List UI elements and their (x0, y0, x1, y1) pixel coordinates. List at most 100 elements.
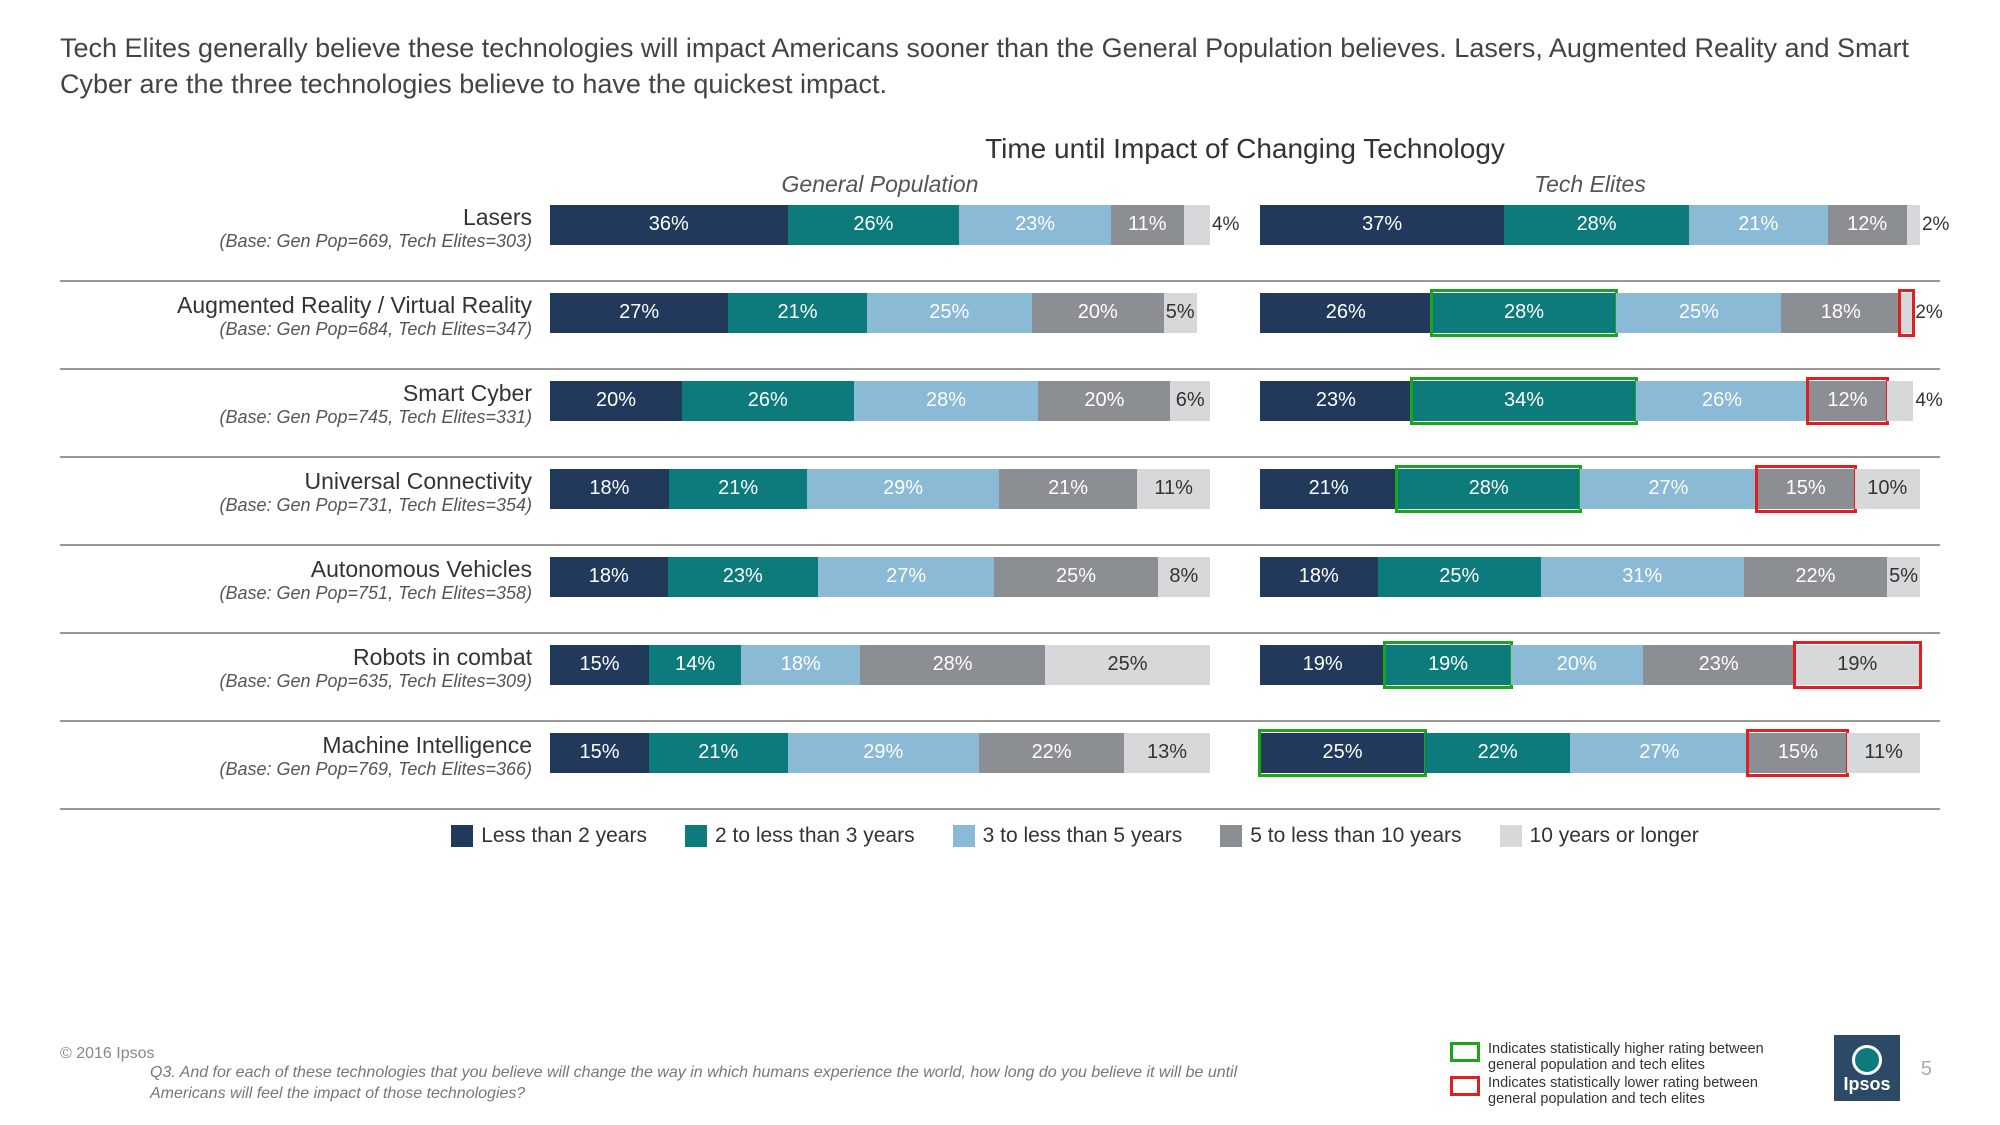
legend-swatch (953, 825, 975, 847)
legend: Less than 2 years2 to less than 3 years3… (210, 824, 1940, 848)
legend-swatch (685, 825, 707, 847)
bar-segment: 21% (999, 469, 1138, 509)
bar-segment: 25% (1616, 293, 1781, 333)
bar-segment: 19% (1260, 645, 1385, 685)
copyright-text: © 2016 Ipsos (60, 1045, 155, 1062)
chart-title: Time until Impact of Changing Technology (550, 133, 1940, 165)
bar-segment: 18% (550, 469, 669, 509)
bar-segment: 8% (1158, 557, 1210, 597)
legend-item: 3 to less than 5 years (953, 824, 1183, 848)
bar-segment: 25% (1045, 645, 1210, 685)
bar-segment: 23% (1260, 381, 1412, 421)
bar-segment: 18% (741, 645, 860, 685)
bar-segment: 37% (1260, 205, 1504, 245)
ipsos-logo: Ipsos (1834, 1035, 1900, 1101)
lower-indicator-text: Indicates statistically lower rating bet… (1488, 1075, 1810, 1107)
chart-row: Autonomous Vehicles(Base: Gen Pop=751, T… (60, 546, 1940, 634)
bar-segment: 22% (1744, 557, 1888, 597)
bar-segment: 2% (1907, 205, 1920, 245)
column-header-general-population: General Population (550, 171, 1210, 198)
general-population-bar: 20%26%28%20%6% (550, 378, 1210, 422)
chart-row: Robots in combat(Base: Gen Pop=635, Tech… (60, 634, 1940, 722)
general-population-bar: 36%26%23%11%4% (550, 202, 1210, 246)
bar-segment: 20% (1032, 293, 1164, 333)
bar-segment: 12% (1828, 205, 1907, 245)
bar-segment: 36% (550, 205, 788, 245)
bar-segment: 5% (1887, 557, 1920, 597)
technology-name: Lasers (60, 204, 532, 231)
general-population-bar: 15%21%29%22%13% (550, 730, 1210, 774)
base-size-text: (Base: Gen Pop=684, Tech Elites=347) (60, 319, 532, 340)
bar-segment: 23% (1643, 645, 1795, 685)
bar-segment: 13% (1124, 733, 1210, 773)
legend-label: Less than 2 years (481, 824, 647, 848)
bar-segment: 29% (807, 469, 998, 509)
technology-name: Robots in combat (60, 644, 532, 671)
bar-segment: 19% (1795, 645, 1920, 685)
higher-indicator-box (1450, 1042, 1480, 1062)
bar-segment: 5% (1164, 293, 1197, 333)
lower-highlight-box (1755, 465, 1857, 513)
bar-segment: 26% (1260, 293, 1432, 333)
chart-row: Universal Connectivity(Base: Gen Pop=731… (60, 458, 1940, 546)
segment-value-label: 4% (1915, 390, 1942, 412)
chart-row: Smart Cyber(Base: Gen Pop=745, Tech Elit… (60, 370, 1940, 458)
tech-elites-bar: 23%34%26%12%4% (1260, 378, 1920, 422)
higher-indicator-text: Indicates statistically higher rating be… (1488, 1041, 1810, 1073)
chart-row: Augmented Reality / Virtual Reality(Base… (60, 282, 1940, 370)
column-header-tech-elites: Tech Elites (1260, 171, 1920, 198)
bar-segment: 21% (728, 293, 867, 333)
row-label: Smart Cyber(Base: Gen Pop=745, Tech Elit… (60, 378, 550, 428)
bar-segment: 14% (649, 645, 741, 685)
bar-segment: 25% (1260, 733, 1425, 773)
higher-highlight-box (1395, 465, 1582, 513)
technology-name: Autonomous Vehicles (60, 556, 532, 583)
bar-segment: 28% (860, 645, 1045, 685)
column-headers: General Population Tech Elites (60, 171, 1940, 198)
tech-elites-bar: 21%28%27%15%10% (1260, 466, 1920, 510)
bar-segment: 15% (550, 733, 649, 773)
general-population-bar: 18%23%27%25%8% (550, 554, 1210, 598)
lower-highlight-box (1806, 377, 1889, 425)
row-label: Universal Connectivity(Base: Gen Pop=731… (60, 466, 550, 516)
bar-segment: 28% (1432, 293, 1617, 333)
bar-segment: 19% (1385, 645, 1510, 685)
bar-segment: 4% (1184, 205, 1210, 245)
row-label: Machine Intelligence(Base: Gen Pop=769, … (60, 730, 550, 780)
lower-highlight-box (1793, 641, 1922, 689)
bar-segment: 11% (1847, 733, 1920, 773)
segment-value-label: 2% (1915, 302, 1942, 324)
bar-segment: 25% (994, 557, 1157, 597)
general-population-bar: 15%14%18%28%25% (550, 642, 1210, 686)
bar-segment: 18% (1781, 293, 1900, 333)
bar-segment: 6% (1170, 381, 1210, 421)
higher-highlight-box (1430, 289, 1619, 337)
bar-segment: 11% (1111, 205, 1184, 245)
bar-segment: 28% (1504, 205, 1689, 245)
bar-segment: 22% (979, 733, 1124, 773)
base-size-text: (Base: Gen Pop=669, Tech Elites=303) (60, 231, 532, 252)
bar-segment: 20% (1511, 645, 1643, 685)
legend-label: 10 years or longer (1530, 824, 1699, 848)
bar-segment: 12% (1808, 381, 1887, 421)
tech-elites-bar: 26%28%25%18%2% (1260, 290, 1920, 334)
bar-segment: 28% (854, 381, 1039, 421)
bar-segment: 15% (1757, 469, 1855, 509)
legend-swatch (1220, 825, 1242, 847)
legend-item: 10 years or longer (1500, 824, 1699, 848)
row-label: Autonomous Vehicles(Base: Gen Pop=751, T… (60, 554, 550, 604)
legend-label: 5 to less than 10 years (1250, 824, 1461, 848)
bar-segment: 18% (550, 557, 668, 597)
bar-segment: 4% (1887, 381, 1913, 421)
row-label: Lasers(Base: Gen Pop=669, Tech Elites=30… (60, 202, 550, 252)
statistical-legend: Indicates statistically higher rating be… (1450, 1041, 1810, 1109)
lower-indicator-box (1450, 1076, 1480, 1096)
bar-segment: 21% (649, 733, 788, 773)
higher-highlight-box (1410, 377, 1638, 425)
bar-segment: 26% (1636, 381, 1808, 421)
base-size-text: (Base: Gen Pop=731, Tech Elites=354) (60, 495, 532, 516)
bar-segment: 25% (867, 293, 1032, 333)
row-label: Augmented Reality / Virtual Reality(Base… (60, 290, 550, 340)
legend-item: 5 to less than 10 years (1220, 824, 1461, 848)
bar-segment: 20% (550, 381, 682, 421)
